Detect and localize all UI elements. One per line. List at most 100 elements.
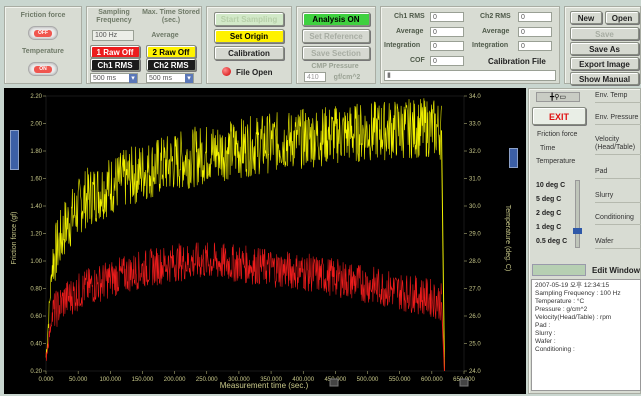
chevron-down-icon: ▾ [185, 74, 193, 83]
log-line: Pad : [535, 322, 551, 329]
scale-item[interactable]: 10 deg C [536, 182, 566, 189]
log-line: Pressure : g/cm^2 [535, 306, 588, 313]
average-label: Average [151, 32, 179, 39]
x-tick-label: 550.000 [389, 377, 411, 383]
open-button[interactable]: Open [605, 11, 639, 24]
env-item[interactable]: Pad [595, 168, 641, 179]
series-end-drop [440, 130, 445, 372]
plot-area [45, 95, 465, 372]
x-tick-label: 0.000 [38, 377, 54, 383]
sampling-frequency-select[interactable]: 100 Hz [92, 30, 134, 41]
series-line [45, 98, 442, 358]
ch2-average-value: 500 ms [149, 75, 172, 82]
scale-item[interactable]: 5 deg C [536, 196, 562, 203]
cmp-pressure-unit: gf/cm^2 [333, 74, 361, 81]
save-button[interactable]: Save [570, 27, 639, 40]
y2-tick-label: 24.0 [469, 369, 481, 375]
scale-item[interactable]: 0.5 deg C [536, 238, 568, 245]
y2-tick-label: 31.0 [469, 177, 481, 183]
y-tick-label: 0.20 [30, 369, 42, 375]
exit-button[interactable]: EXIT [532, 107, 586, 125]
y-tick-label: 0.60 [30, 314, 42, 320]
y-axis-label: Friction force (gf) [11, 212, 18, 265]
zoom-toolbar[interactable]: ╋⚲▭ [536, 92, 580, 102]
ch1-rms-button[interactable]: Ch1 RMS [90, 58, 140, 71]
x-tick-label: 300.000 [228, 377, 250, 383]
log-line: 2007-05-19 오후 12:34:15 [535, 282, 610, 289]
save-as-button[interactable]: Save As [570, 42, 639, 55]
series-group [45, 98, 445, 372]
cmp-pressure-label: CMP Pressure [311, 63, 359, 70]
new-button[interactable]: New [570, 11, 602, 24]
friction-force-label: Friction force [20, 12, 66, 19]
raw1-off-button[interactable]: 1 Raw Off [90, 45, 140, 58]
sampling-frequency-label: Sampling Frequency [96, 9, 132, 24]
y-ticks: 0.20 0.40 0.60 0.80 1.00 1.20 1.40 1.60 1.80 2.00… [30, 94, 46, 375]
folder-icon: ▮ [387, 72, 391, 79]
export-image-button[interactable]: Export Image [570, 57, 639, 70]
y2-tick-label: 32.0 [469, 149, 481, 155]
y-tick-label: 1.20 [30, 232, 42, 238]
side-friction-force[interactable]: Friction force [537, 131, 578, 138]
ch1-average-select[interactable]: 500 ms ▾ [90, 73, 138, 83]
calibration-file-label: Calibration File [488, 57, 546, 66]
analysis-on-button[interactable]: Analysis ON [302, 12, 370, 26]
env-item[interactable]: Env. Pressure [595, 114, 641, 125]
log-line: Conditioning : [535, 346, 575, 353]
log-line: Temperature : °C [535, 298, 585, 305]
file-open-indicator-icon [222, 67, 231, 76]
scale-slider-thumb[interactable] [573, 228, 582, 234]
calibration-path-field[interactable]: ▮ [384, 70, 556, 81]
side-temperature[interactable]: Temperature [536, 158, 576, 165]
y2-ticks: 24.0 25.0 26.0 27.0 28.0 29.0 30.0 31.0 32.0 33.0… [464, 94, 481, 375]
series-line [45, 242, 442, 361]
side-time[interactable]: Time [540, 145, 556, 152]
show-manual-button[interactable]: Show Manual [570, 72, 639, 85]
start-sampling-button[interactable]: Start Sampling [214, 12, 284, 26]
temperature-toggle-state: ON [34, 66, 52, 73]
y2-axis-label: Temperature (deg. C) [504, 205, 511, 272]
ch2-rms-button[interactable]: Ch2 RMS [146, 58, 196, 71]
y2-tick-label: 25.0 [469, 342, 481, 348]
raw2-off-button[interactable]: 2 Raw Off [146, 45, 196, 58]
edit-window-field[interactable] [532, 264, 586, 276]
set-origin-button[interactable]: Set Origin [214, 29, 284, 43]
friction-toggle-state: OFF [34, 30, 52, 37]
log-lines: 2007-05-19 오후 12:34:15 Sampling Frequency… [535, 282, 637, 354]
average2-label: Average [482, 28, 510, 35]
env-item[interactable]: Velocity (Head/Table) [595, 136, 641, 155]
y-axis-slider[interactable] [10, 130, 19, 170]
y-tick-label: 2.00 [30, 122, 42, 128]
friction-force-toggle[interactable]: OFF [28, 26, 58, 40]
x-scroll-left[interactable] [329, 378, 339, 387]
set-reference-button[interactable]: Set Reference [302, 29, 370, 43]
average1-value: 0 [430, 27, 464, 37]
y2-axis-slider[interactable] [509, 148, 518, 168]
x-tick-label: 400.000 [292, 377, 314, 383]
chevron-down-icon: ▾ [129, 74, 137, 83]
ch2-average-select[interactable]: 500 ms ▾ [146, 73, 194, 83]
ch1-average-value: 500 ms [93, 75, 116, 82]
env-item[interactable]: Slurry [595, 192, 641, 203]
x-scroll-right[interactable] [459, 378, 469, 387]
y2-tick-label: 27.0 [469, 287, 481, 293]
temperature-toggle[interactable]: ON [28, 62, 58, 76]
scale-item[interactable]: 2 deg C [536, 210, 562, 217]
scale-item[interactable]: 1 deg C [536, 224, 562, 231]
log-textarea[interactable]: 2007-05-19 오후 12:34:15 Sampling Frequency… [531, 279, 641, 391]
integration1-label: Integration [384, 42, 421, 49]
y-tick-label: 1.40 [30, 204, 42, 210]
cmp-pressure-field[interactable]: 410 [304, 72, 326, 82]
scale-slider-track[interactable] [575, 180, 580, 248]
temperature-label: Temperature [22, 48, 64, 55]
env-item[interactable]: Env. Temp [595, 92, 641, 103]
calibration-button[interactable]: Calibration [214, 46, 284, 60]
ch1-rms-value: 0 [430, 12, 464, 22]
save-section-button[interactable]: Save Section [302, 46, 370, 60]
average2-value: 0 [518, 27, 552, 37]
env-item[interactable]: Wafer [595, 238, 641, 249]
x-tick-label: 250.000 [196, 377, 218, 383]
env-item[interactable]: Conditioning [595, 214, 641, 225]
y-tick-label: 1.80 [30, 149, 42, 155]
series-end-drop [440, 302, 445, 372]
